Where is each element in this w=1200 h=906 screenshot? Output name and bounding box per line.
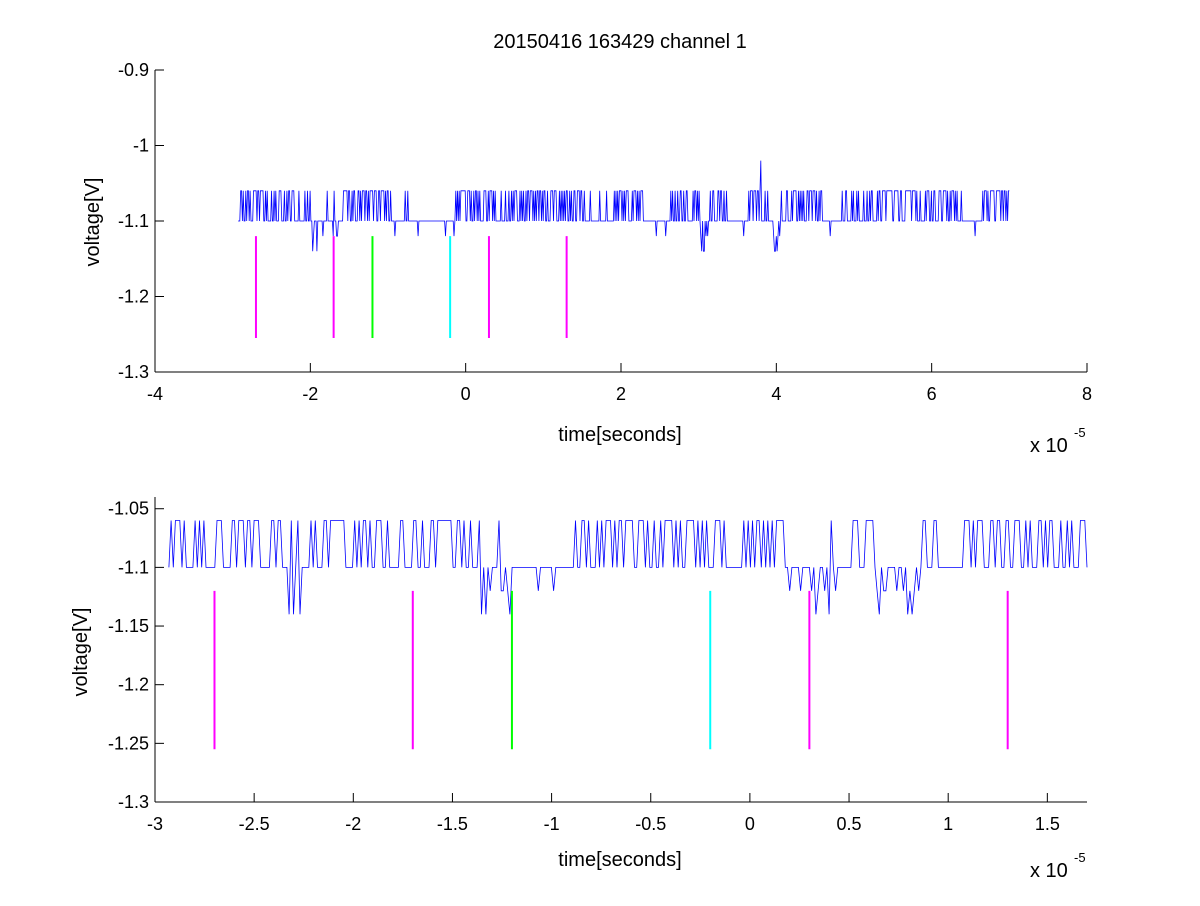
bottom-x-axis-label: time[seconds] (558, 849, 681, 871)
figure-title: 20150416 163429 channel 1 (493, 31, 747, 53)
bottom-y-tick-label: -1.15 (108, 616, 149, 636)
top-y-tick-label: -0.9 (118, 60, 149, 80)
top-x-tick-label: 8 (1082, 384, 1092, 404)
bottom-y-tick-label: -1.25 (108, 733, 149, 753)
top-x-tick-label: -2 (302, 384, 318, 404)
bottom-x-tick-label: -1.5 (437, 814, 468, 834)
top-y-tick-label: -1.1 (118, 211, 149, 231)
bottom-y-tick-label: -1.05 (108, 499, 149, 519)
top-y-tick-label: -1.2 (118, 287, 149, 307)
bottom-x-tick-label: 1 (943, 814, 953, 834)
bottom-plot-area (168, 520, 1088, 750)
top-y-tick-label: -1 (133, 136, 149, 156)
top-x-tick-label: 4 (771, 384, 781, 404)
bottom-x-tick-label: 1.5 (1035, 814, 1060, 834)
bottom-y-tick-label: -1.2 (118, 675, 149, 695)
bottom-x-tick-label: -2.5 (239, 814, 270, 834)
top-x-tick-label: 6 (927, 384, 937, 404)
top-signal-line (238, 160, 1010, 252)
bottom-y-tick-label: -1.3 (118, 792, 149, 812)
top-x-tick-label: 0 (461, 384, 471, 404)
bottom-x-tick-label: -3 (147, 814, 163, 834)
top-plot-area (238, 160, 1010, 339)
bottom-x-multiplier: x 10 (1030, 860, 1068, 882)
top-y-axis-label: voltage[V] (82, 178, 104, 267)
bottom-x-multiplier-exponent: -5 (1074, 850, 1086, 865)
bottom-x-tick-label: -1 (544, 814, 560, 834)
top-x-axis-label: time[seconds] (558, 424, 681, 446)
bottom-y-axis-label: voltage[V] (70, 608, 92, 697)
bottom-x-tick-label: -0.5 (635, 814, 666, 834)
top-x-tick-label: -4 (147, 384, 163, 404)
bottom-x-tick-label: -2 (345, 814, 361, 834)
bottom-axes: time[seconds] voltage[V] x 10 -5 -3 -2.5 -… (70, 497, 1088, 882)
bottom-y-tick-label: -1.1 (118, 557, 149, 577)
top-y-tick-label: -1.3 (118, 362, 149, 382)
top-x-tick-label: 2 (616, 384, 626, 404)
top-x-multiplier: x 10 (1030, 435, 1068, 457)
bottom-signal-line (168, 520, 1088, 615)
bottom-x-tick-label: 0 (745, 814, 755, 834)
bottom-x-tick-label: 0.5 (837, 814, 862, 834)
top-x-multiplier-exponent: -5 (1074, 425, 1086, 440)
top-axes: time[seconds] voltage[V] x 10 -5 -4 -2 0 2 4… (82, 60, 1092, 457)
